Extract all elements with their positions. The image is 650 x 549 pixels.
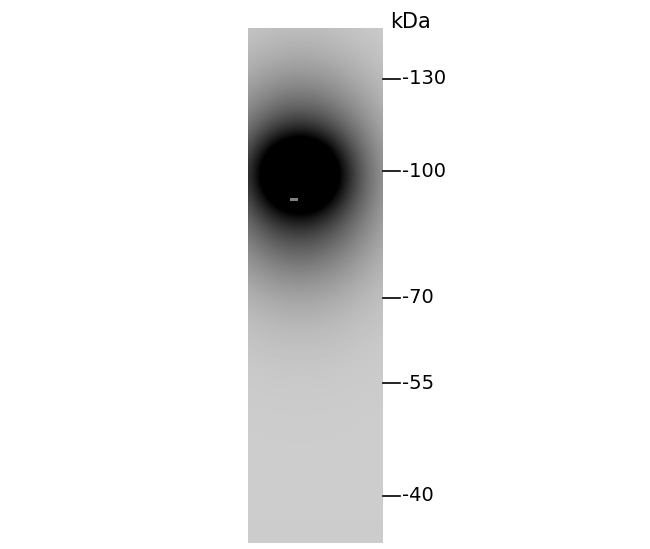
Text: -55: -55 <box>402 373 434 393</box>
Text: -70: -70 <box>402 288 434 307</box>
Text: -130: -130 <box>402 69 446 88</box>
Text: kDa: kDa <box>390 12 431 32</box>
Text: -40: -40 <box>402 486 434 505</box>
Text: -100: -100 <box>402 162 446 181</box>
